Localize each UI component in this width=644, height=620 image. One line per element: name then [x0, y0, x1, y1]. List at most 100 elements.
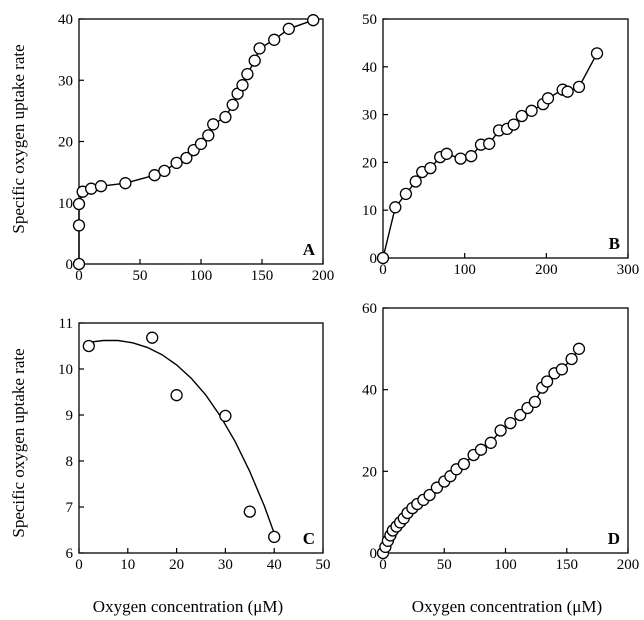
data-point-a — [180, 151, 193, 165]
y-tick-label-a: 0 — [66, 257, 74, 273]
data-point-b — [525, 104, 538, 117]
data-point-a — [158, 164, 171, 178]
data-point-d — [474, 443, 488, 456]
x-tick-label-c: 40 — [267, 557, 282, 573]
data-point-d — [565, 352, 578, 366]
fit-curve-c — [88, 339, 275, 534]
y-tick-label-d: 0 — [370, 546, 378, 562]
y-tick-label-a: 10 — [58, 196, 73, 212]
data-point-a — [72, 197, 86, 211]
y-tick-label-d: 20 — [362, 464, 377, 480]
y-tick-label-c: 8 — [66, 454, 74, 470]
data-point-c — [243, 505, 256, 518]
x-tick-label-a: 200 — [312, 268, 335, 284]
x-tick-label-a: 100 — [190, 268, 213, 284]
data-point-b — [590, 47, 604, 60]
panel-d: 0 50 100 150 200 0 20 40 60 D — [362, 301, 639, 573]
y-tick-label-c: 6 — [66, 546, 74, 562]
y-tick-label-a: 40 — [58, 12, 73, 28]
data-point-a — [72, 219, 86, 232]
y-tick-label-c: 9 — [66, 408, 74, 424]
x-tick-label-c: 0 — [75, 557, 83, 573]
data-point-a — [282, 22, 295, 35]
y-tick-label-b: 20 — [362, 155, 377, 171]
panel-label-c: C — [303, 529, 315, 548]
x-axis-label-left: Oxygen concentration (μM) — [93, 597, 283, 616]
data-point-b — [409, 175, 422, 188]
data-point-a — [194, 137, 208, 151]
y-tick-label-a: 20 — [58, 135, 73, 151]
data-point-a — [207, 118, 220, 131]
data-point-d — [540, 375, 554, 388]
x-tick-label-a: 150 — [251, 268, 274, 284]
data-point-a — [119, 177, 132, 190]
data-point-b — [507, 118, 520, 131]
x-tick-label-d: 100 — [494, 557, 517, 573]
data-point-b — [376, 251, 390, 265]
data-point-a — [241, 67, 254, 81]
panel-label-b: B — [609, 234, 620, 253]
y-tick-label-c: 11 — [59, 316, 73, 332]
x-tick-label-d: 50 — [437, 557, 452, 573]
data-point-a — [248, 54, 261, 67]
data-point-a — [253, 42, 266, 55]
panel-c: 0 10 20 30 40 50 6 7 8 9 10 11 C — [58, 316, 331, 573]
data-point-c — [219, 409, 232, 423]
data-point-d — [423, 488, 436, 502]
data-point-d — [504, 416, 517, 430]
x-tick-label-b: 200 — [535, 262, 558, 278]
y-tick-label-b: 30 — [362, 108, 377, 124]
plot-frame-b — [382, 18, 629, 259]
panel-b: 0 100 200 300 0 10 20 30 40 50 B — [362, 12, 639, 278]
plot-frame-c — [78, 322, 324, 554]
x-tick-label-c: 20 — [169, 557, 184, 573]
y-tick-label-d: 40 — [362, 383, 377, 399]
data-point-b — [454, 152, 467, 165]
data-point-a — [236, 79, 249, 92]
data-point-a — [307, 14, 320, 27]
data-point-d — [528, 395, 542, 409]
data-point-c — [82, 339, 95, 353]
y-tick-label-b: 50 — [362, 12, 377, 28]
y-tick-label-d: 60 — [362, 301, 377, 317]
data-point-b — [465, 150, 478, 163]
y-tick-label-c: 10 — [58, 362, 73, 378]
x-tick-label-a: 50 — [133, 268, 148, 284]
x-tick-label-d: 150 — [556, 557, 579, 573]
x-tick-label-c: 50 — [316, 557, 331, 573]
data-point-d — [484, 436, 497, 449]
data-point-a — [219, 110, 232, 124]
y-tick-label-a: 30 — [58, 73, 73, 89]
data-point-a — [268, 33, 281, 46]
data-point-c — [170, 389, 183, 402]
data-point-d — [494, 424, 507, 437]
data-point-d — [572, 342, 586, 355]
x-tick-label-d: 0 — [379, 557, 387, 573]
data-point-a — [226, 98, 239, 111]
data-point-a — [202, 129, 215, 142]
data-point-b — [389, 201, 402, 214]
x-tick-label-d: 200 — [617, 557, 640, 573]
x-tick-label-b: 300 — [617, 262, 640, 278]
panel-label-d: D — [608, 529, 620, 548]
data-point-b — [399, 187, 413, 201]
data-point-b — [572, 80, 586, 94]
data-point-b — [541, 92, 555, 105]
data-point-a — [170, 156, 183, 170]
data-point-b — [424, 161, 437, 175]
data-point-c — [146, 331, 159, 344]
x-axis-label-right: Oxygen concentration (μM) — [412, 597, 602, 616]
x-tick-label-c: 30 — [218, 557, 233, 573]
x-tick-label-b: 0 — [379, 262, 387, 278]
x-tick-label-a: 0 — [75, 268, 83, 284]
data-point-b — [561, 85, 574, 98]
x-tick-label-c: 10 — [120, 557, 135, 573]
y-tick-label-c: 7 — [66, 500, 74, 516]
data-point-d — [457, 457, 471, 471]
x-tick-label-b: 100 — [453, 262, 476, 278]
y-axis-label-top: Specific oxygen uptake rate — [9, 44, 28, 233]
data-point-b — [515, 109, 528, 123]
y-tick-label-b: 0 — [370, 251, 378, 267]
y-tick-label-b: 10 — [362, 203, 377, 219]
